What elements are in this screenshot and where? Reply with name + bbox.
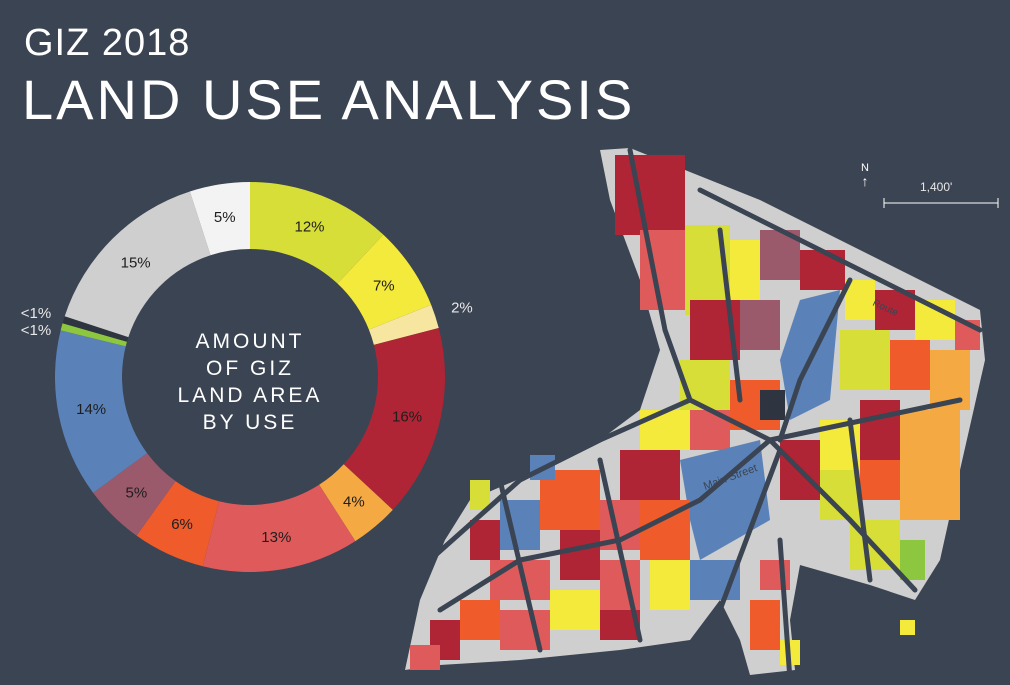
donut-slice [368,304,439,345]
center-label-line: BY USE [202,411,298,434]
donut-slice [64,191,211,338]
donut-slice-label: 13% [261,529,291,546]
donut-slice [337,234,432,330]
center-label-line: LAND AREA [177,384,323,407]
center-label-line: OF GIZ [206,357,294,380]
donut-slice [343,328,445,510]
donut-slice-labels: 12% 7% 2% 16% 4% 13% 6% 5% 14% <1%<1% 15% 5% [21,209,473,546]
donut-slice-label: 14% [76,401,106,418]
donut-slice-label: 7% [373,278,395,295]
donut-slice [62,316,129,342]
donut-slice [189,182,250,256]
donut-slice-label: 16% [392,409,422,426]
donut-slice-label: <1% [21,322,51,339]
donut-slice-label: 4% [343,493,365,510]
donut-slice-label: 15% [121,254,151,271]
donut-slice [319,464,393,542]
donut-slice [60,323,127,347]
map-streets [427,147,983,683]
map-parcels [410,155,980,670]
north-arrow: N ↑ [858,162,872,188]
north-arrow-icon: ↑ [861,173,869,189]
scale-label: 1,400' [920,180,953,194]
donut-slice-label: <1% [21,305,51,322]
donut-slice [250,182,384,284]
donut-slice [93,453,176,536]
donut-slice-label: 6% [171,516,193,533]
donut-center-label: AMOUNT OF GIZ LAND AREA BY USE [150,328,350,436]
donut-slice-label: 5% [126,484,148,501]
donut-slices [55,182,445,572]
donut-slice-label: 12% [295,218,325,235]
donut-slice [55,330,148,493]
donut-slice [202,484,356,572]
page-title: LAND USE ANALYSIS [22,68,636,131]
center-label-line: AMOUNT [195,330,305,353]
donut-slice-label: 5% [214,209,236,226]
donut-slice-label: 2% [451,300,473,317]
scale-bar [883,198,999,208]
donut-slice [136,481,220,567]
north-label: N [861,162,869,174]
title-year: GIZ 2018 [24,22,191,64]
